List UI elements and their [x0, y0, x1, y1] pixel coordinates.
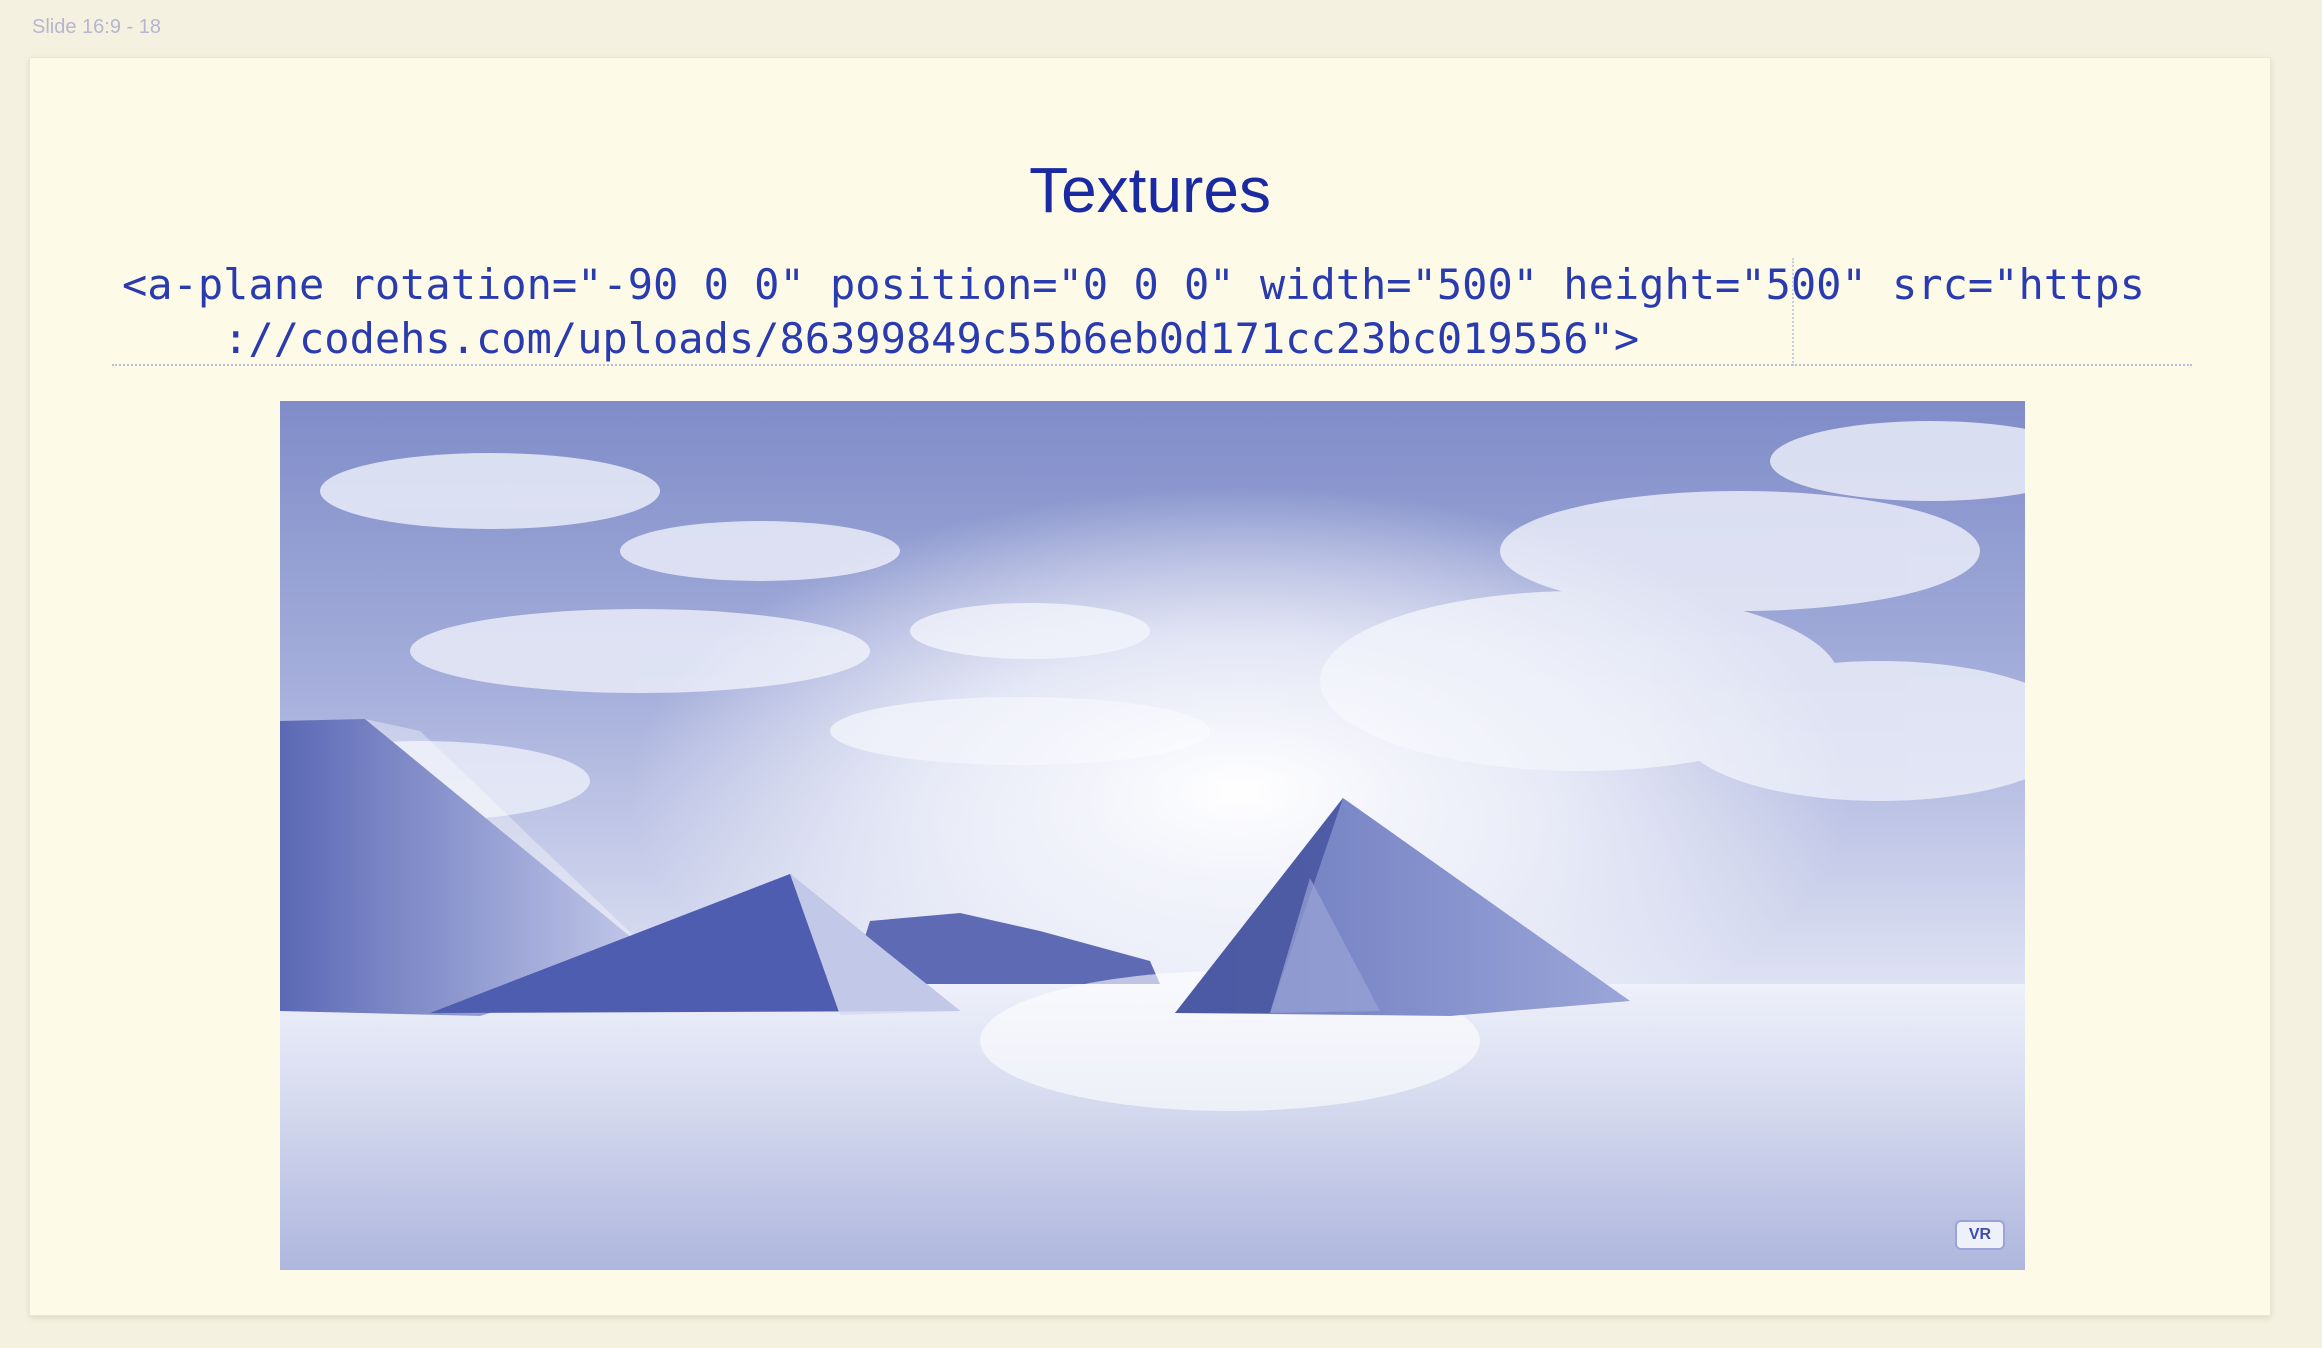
code-line-1: <a-plane rotation="-90 0 0" position="0 …	[122, 260, 2145, 309]
code-divider-vertical	[1792, 258, 1794, 366]
code-divider	[112, 364, 2192, 366]
code-line-2: ://codehs.com/uploads/86399849c55b6eb0d1…	[122, 314, 1640, 363]
frame-label: Slide 16:9 - 18	[32, 16, 161, 38]
slide-canvas: Textures <a-plane rotation="-90 0 0" pos…	[30, 58, 2270, 1315]
vr-mode-button[interactable]: VR	[1955, 1220, 2005, 1250]
code-snippet: <a-plane rotation="-90 0 0" position="0 …	[122, 258, 2202, 366]
aframe-scene-preview[interactable]: VR	[280, 401, 2025, 1270]
slide-title: Textures	[1029, 154, 1271, 226]
scene-render	[280, 401, 2025, 1270]
